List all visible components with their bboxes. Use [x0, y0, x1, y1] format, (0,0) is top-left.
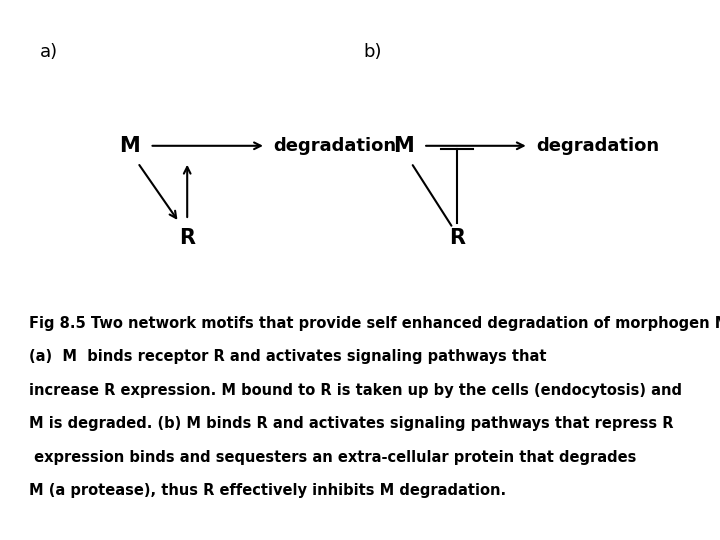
Text: degradation: degradation: [536, 137, 660, 155]
Text: expression binds and sequesters an extra-cellular protein that degrades: expression binds and sequesters an extra…: [29, 450, 636, 465]
Text: M (a protease), thus R effectively inhibits M degradation.: M (a protease), thus R effectively inhib…: [29, 483, 506, 498]
Text: increase R expression. M bound to R is taken up by the cells (endocytosis) and: increase R expression. M bound to R is t…: [29, 383, 682, 398]
Text: (a)  M  binds receptor R and activates signaling pathways that: (a) M binds receptor R and activates sig…: [29, 349, 546, 364]
Text: b): b): [364, 43, 382, 61]
Text: degradation: degradation: [274, 137, 397, 155]
Text: a): a): [40, 43, 58, 61]
Text: M: M: [393, 136, 413, 156]
Text: Fig 8.5 Two network motifs that provide self enhanced degradation of morphogen M: Fig 8.5 Two network motifs that provide …: [29, 316, 720, 331]
Text: M: M: [120, 136, 140, 156]
Text: R: R: [179, 227, 195, 248]
Text: M is degraded. (b) M binds R and activates signaling pathways that repress R: M is degraded. (b) M binds R and activat…: [29, 416, 673, 431]
Text: R: R: [449, 227, 465, 248]
